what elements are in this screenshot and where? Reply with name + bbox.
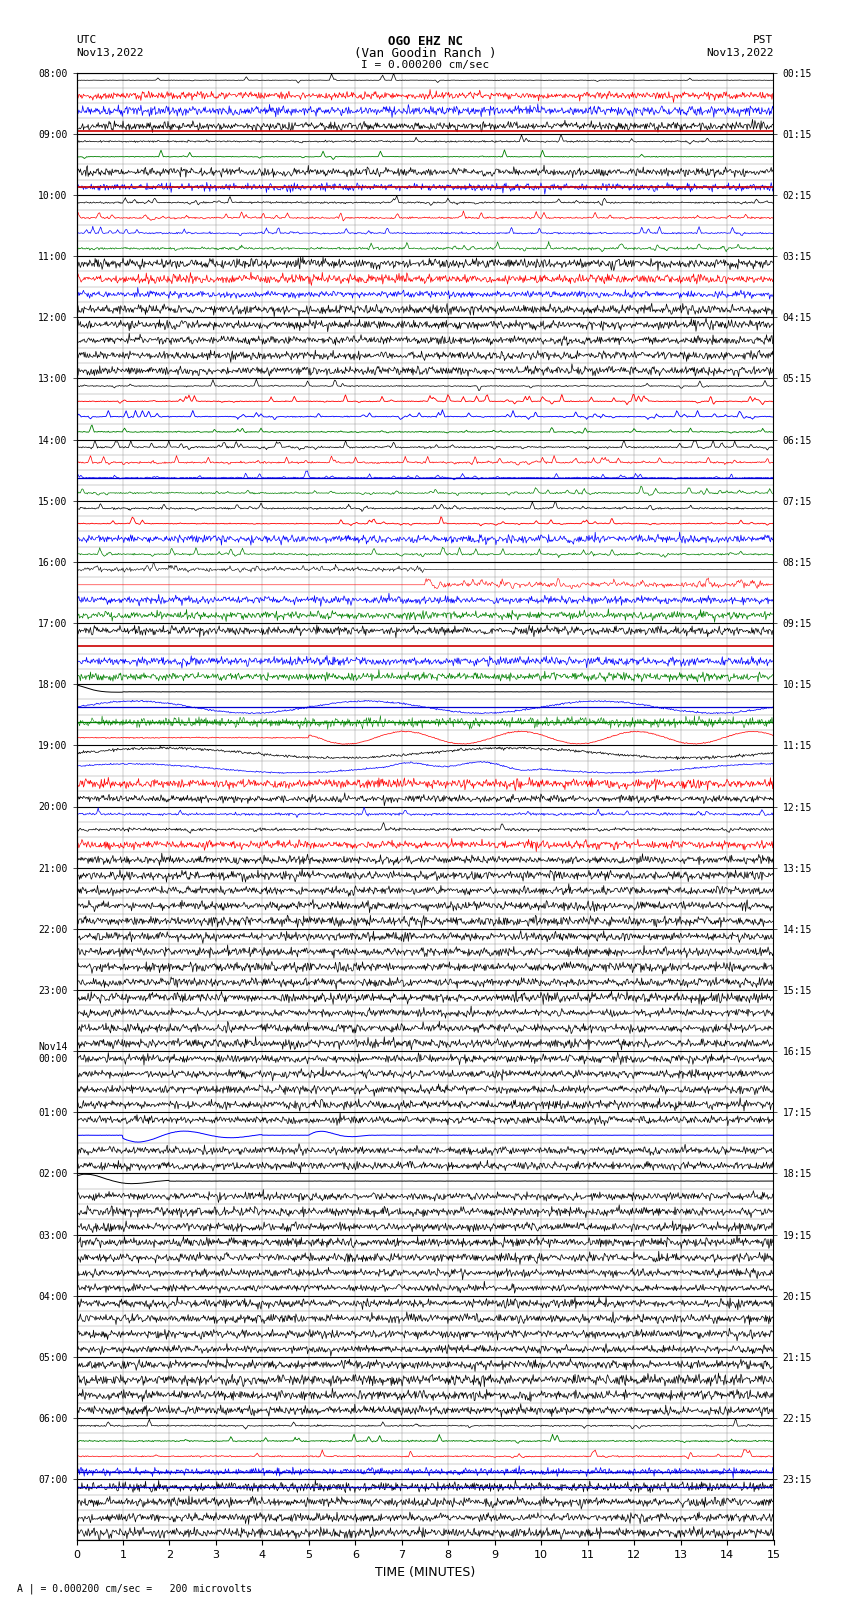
Text: OGO EHZ NC: OGO EHZ NC — [388, 35, 462, 48]
Text: A | = 0.000200 cm/sec =   200 microvolts: A | = 0.000200 cm/sec = 200 microvolts — [17, 1582, 252, 1594]
Text: Nov13,2022: Nov13,2022 — [706, 48, 774, 58]
X-axis label: TIME (MINUTES): TIME (MINUTES) — [375, 1566, 475, 1579]
Text: (Van Goodin Ranch ): (Van Goodin Ranch ) — [354, 47, 496, 60]
Text: PST: PST — [753, 35, 774, 45]
Text: UTC: UTC — [76, 35, 97, 45]
Text: Nov13,2022: Nov13,2022 — [76, 48, 144, 58]
Text: I = 0.000200 cm/sec: I = 0.000200 cm/sec — [361, 60, 489, 69]
